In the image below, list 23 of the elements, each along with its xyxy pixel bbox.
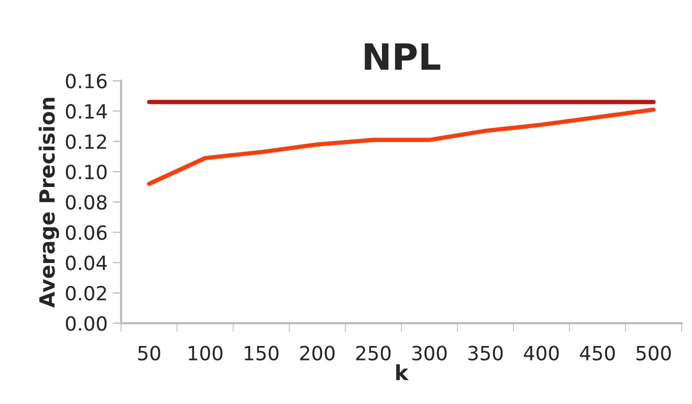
- y-tick-label: 0.06: [66, 225, 107, 240]
- x-tick-label: 450: [580, 346, 615, 360]
- x-axis-title: k: [396, 364, 409, 380]
- x-tick-label: 400: [524, 346, 559, 360]
- y-tick-label: 0.12: [66, 134, 106, 150]
- y-tick-label: 0.00: [66, 316, 107, 331]
- x-tick-label: 200: [300, 346, 335, 360]
- y-tick-label: 0.08: [66, 194, 107, 210]
- y-tick-label: 0.04: [66, 256, 107, 270]
- y-tick-label: 0.16: [66, 74, 107, 88]
- y-axis-title: Average Precision: [38, 98, 60, 308]
- x-tick-label: 100: [188, 346, 222, 360]
- x-tick-label: 500: [636, 346, 671, 360]
- y-tick-label: 0.10: [66, 164, 107, 180]
- chart-title: NPL: [364, 43, 440, 70]
- x-tick-label: 50: [138, 346, 160, 360]
- x-tick-label: 300: [412, 346, 447, 360]
- x-tick-label: 350: [468, 346, 503, 360]
- x-tick-label: 150: [244, 346, 278, 360]
- y-tick-label: 0.02: [66, 286, 106, 301]
- line-series: [147, 108, 656, 186]
- x-tick-label: 250: [356, 346, 391, 360]
- y-tick-label: 0.14: [66, 104, 107, 119]
